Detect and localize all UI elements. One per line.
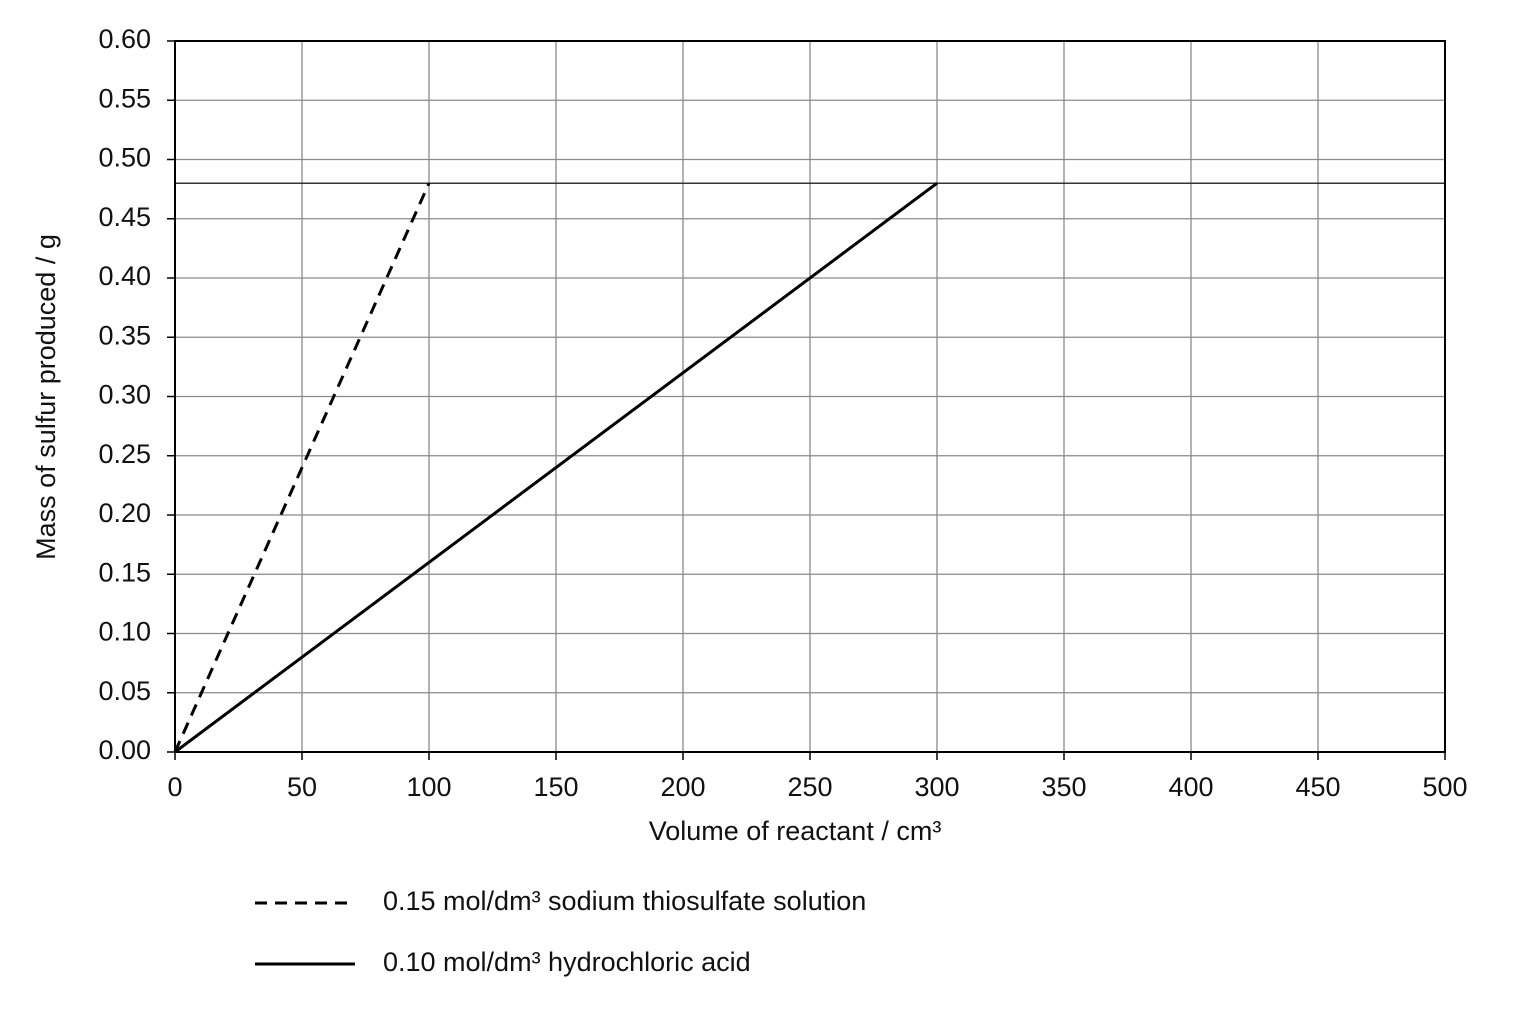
y-tick-label: 0.20 (98, 498, 151, 528)
y-tick-label: 0.50 (98, 143, 151, 173)
y-axis-label: Mass of sulfur produced / g (31, 234, 61, 560)
x-tick-label: 50 (287, 772, 317, 802)
y-tick-label: 0.05 (98, 676, 151, 706)
x-tick-label: 450 (1295, 772, 1340, 802)
y-tick-label: 0.45 (98, 202, 151, 232)
y-tick-label: 0.55 (98, 83, 151, 113)
y-tick-label: 0.60 (98, 24, 151, 54)
x-tick-label: 150 (533, 772, 578, 802)
series-line (173, 182, 431, 753)
x-tick-label: 300 (914, 772, 959, 802)
y-tick-label: 0.40 (98, 261, 151, 291)
y-tick-label: 0.30 (98, 380, 151, 410)
legend-label: 0.15 mol/dm³ sodium thiosulfate solution (383, 886, 866, 916)
series-line (174, 181, 938, 754)
plot-frame (174, 40, 1446, 753)
x-axis-label: Volume of reactant / cm³ (649, 816, 942, 846)
y-tick-label: 0.10 (98, 617, 151, 647)
x-tick-label: 0 (167, 772, 182, 802)
legend-label: 0.10 mol/dm³ hydrochloric acid (383, 947, 751, 977)
x-tick-label: 200 (660, 772, 705, 802)
y-tick-label: 0.00 (98, 735, 151, 765)
y-tick-label: 0.25 (98, 439, 151, 469)
x-tick-label: 100 (406, 772, 451, 802)
x-tick-label: 350 (1041, 772, 1086, 802)
x-tick-label: 400 (1168, 772, 1213, 802)
y-tick-label: 0.35 (98, 320, 151, 350)
x-tick-label: 500 (1422, 772, 1467, 802)
y-tick-label: 0.15 (98, 557, 151, 587)
x-tick-label: 250 (787, 772, 832, 802)
